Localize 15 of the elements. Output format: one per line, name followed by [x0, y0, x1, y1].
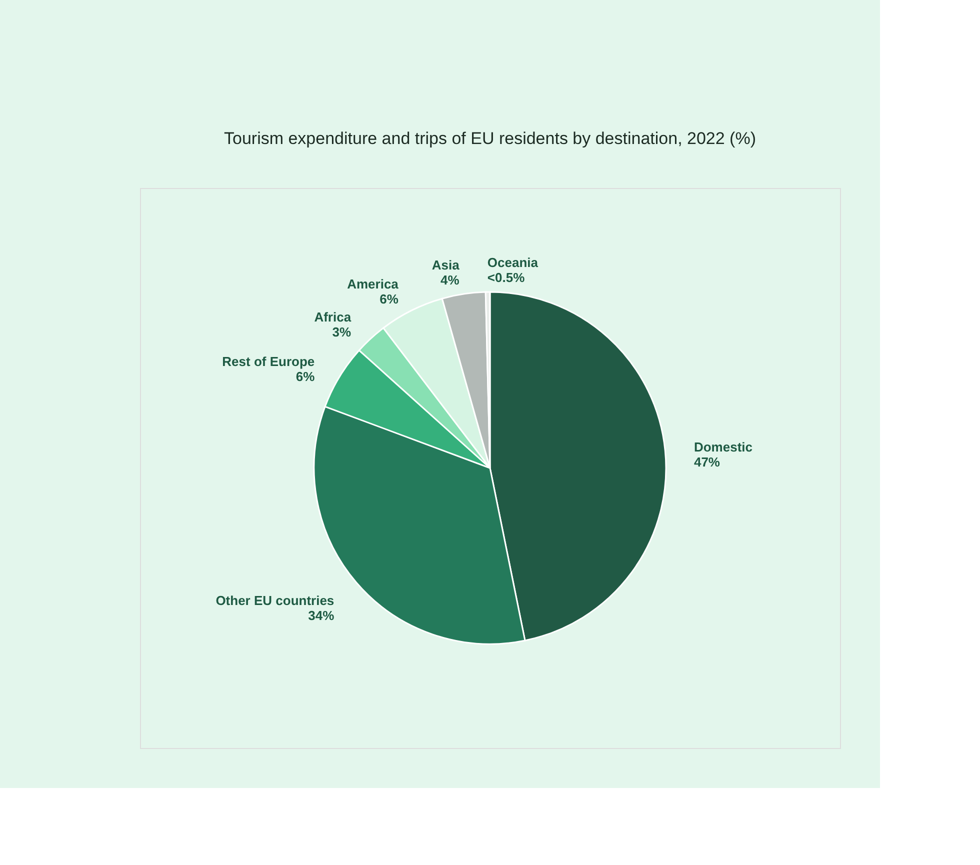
slice-label: Oceania — [487, 255, 539, 270]
slice-label: Asia — [432, 257, 460, 272]
data-label: 6% — [380, 292, 399, 307]
slice-label: Africa — [314, 309, 352, 324]
data-label: 3% — [332, 324, 352, 340]
data-label: 34% — [308, 608, 335, 624]
data-label: <0.5% — [487, 270, 526, 286]
data-label: 47% — [694, 454, 720, 470]
data-label: 6% — [296, 368, 316, 384]
slice-label: Rest of Europe — [222, 354, 315, 369]
chart-title: Tourism expenditure and trips of EU residents by destination, 2022 (%) — [224, 129, 756, 148]
data-label: 4% — [440, 272, 460, 288]
slice-label: Other EU countries — [216, 593, 334, 608]
slice-label: Domestic — [694, 440, 753, 455]
slice-label: America — [347, 276, 400, 292]
